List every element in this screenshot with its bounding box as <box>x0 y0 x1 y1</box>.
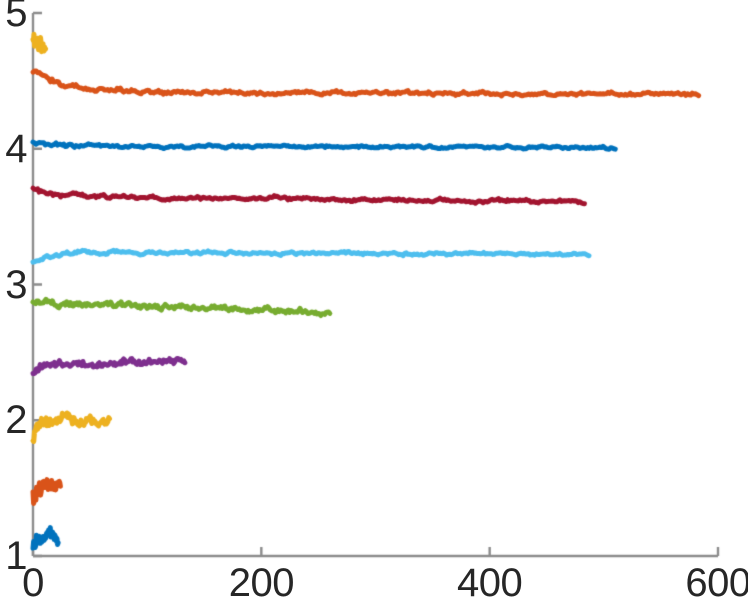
x-axis-tick-label: 0 <box>22 561 44 605</box>
x-axis-tick-label: 400 <box>457 561 523 605</box>
y-axis-tick-label: 1 <box>5 534 27 578</box>
x-axis-tick-label: 600 <box>685 561 748 605</box>
y-axis-tick-label: 3 <box>5 262 27 307</box>
y-axis-tick-label: 4 <box>5 126 27 171</box>
y-axis-tick-label: 5 <box>5 0 27 35</box>
y-axis-tick-label: 2 <box>5 398 27 443</box>
x-axis-tick-label: 200 <box>228 561 295 605</box>
